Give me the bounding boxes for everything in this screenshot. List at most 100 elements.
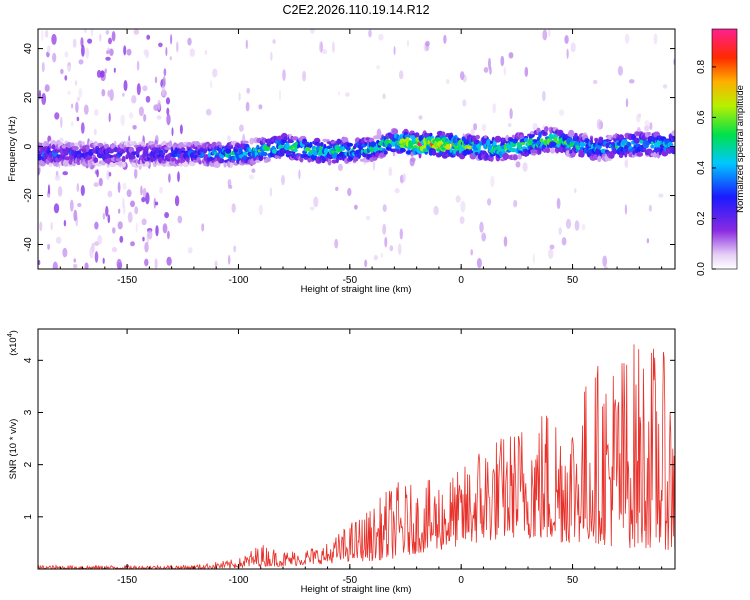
spectrogram-noise-cell [132,125,137,130]
spectrogram-ridge-cell [595,147,601,156]
spectrogram-noise-cell [135,222,138,233]
spectrogram-noise-cell [258,104,263,110]
spectrogram-noise-cell [258,204,263,216]
spectrogram-noise-cell [156,115,162,120]
spectrogram-noise-cell [382,204,387,213]
spectrogram-noise-cell [532,253,535,264]
spectrogram-ridge-cell [38,153,42,161]
spectrogram-noise-cell [402,173,406,183]
spectrogram-ridge-cell [429,132,433,137]
snr-x-axis-title: Height of straight line (km) [301,584,412,595]
spectrogram-noise-cell [166,113,171,126]
spectrogram-noise-cell [105,30,110,35]
spectrogram-y-tick-label: 0 [23,143,34,149]
spectrogram-noise-cell [500,55,505,67]
spectrogram-noise-cell [155,201,159,206]
spectrogram-noise-cell [364,259,368,268]
spectrogram-ridge-cell [81,141,85,147]
spectrogram-noise-cell [389,245,394,252]
spectrogram-ridge-cell [378,147,384,151]
spectrogram-noise-cell [143,114,147,122]
spectrogram-ridge-cell [424,133,431,137]
spectrogram-noise-cell [460,71,465,81]
snr-y-tick-label: 1 [23,514,34,520]
spectrogram-ridge-cell [48,162,53,167]
spectrogram-noise-cell [574,188,577,194]
spectrogram-ridge-cell [115,158,123,162]
spectrogram-noise-cell [143,49,149,56]
spectrogram-noise-cell [75,101,79,114]
spectrogram-noise-cell [111,31,116,42]
spectrogram-noise-cell [646,238,650,244]
spectrogram-noise-cell [91,29,94,37]
spectrogram-noise-cell [163,90,167,97]
spectrogram-noise-cell [47,45,51,53]
spectrogram-noise-cell [94,241,99,247]
spectrogram-x-tick-label: 0 [458,275,464,286]
spectrogram-noise-cell [373,254,378,261]
spectrogram-ridge-cell [180,147,186,151]
spectrogram-noise-cell [245,101,250,112]
spectrogram-ridge-cell [373,135,380,140]
spectrogram-ridge-cell [54,162,59,166]
spectrogram-noise-cell [270,51,273,61]
spectrogram-noise-cell [102,212,106,220]
spectrogram-ridge-cell [597,155,602,163]
colorbar-tick-label: 0.6 [696,110,707,124]
spectrogram-noise-cell [146,34,151,40]
spectrogram-noise-cell [165,97,171,105]
snr-x-tick-label: 0 [458,575,464,586]
spectrogram-noise-cell [104,68,107,74]
spectrogram-noise-cell [282,69,286,81]
spectrogram-noise-cell [166,256,172,266]
spectrogram-noise-cell [378,33,384,41]
spectrogram-ridge-cell [523,137,529,143]
spectrogram-noise-cell [93,109,99,116]
spectrogram-ridge-cell [399,147,406,153]
spectrogram-ridge-cell [648,135,653,140]
spectrogram-noise-cell [145,95,151,103]
spectrogram-ridge-cell [383,150,388,155]
spectrogram-noise-cell [481,232,487,242]
spectrogram-ridge-cell [266,158,271,162]
spectrogram-ridge-cell [511,134,516,139]
spectrogram-noise-cell [644,125,650,132]
spectrogram-ridge-cell [304,146,311,152]
spectrogram-ridge-cell [538,131,542,139]
snr-y-tick-label: 4 [23,357,34,363]
spectrogram-noise-cell [227,135,231,142]
spectrogram-noise-cell [337,163,343,171]
spectrogram-ridge-cell [423,137,427,145]
snr-plot: -150 -100 -50 0 50 1 2 3 4 Height of straight li… [7,328,676,595]
colorbar-tick-label: 0.4 [696,161,707,175]
spectrogram-noise-cell [122,182,127,190]
spectrogram-noise-cell [399,70,404,80]
spectrogram-noise-cell [109,88,114,101]
spectrogram-frame [37,28,676,270]
spectrogram-noise-cell [542,29,548,41]
spectrogram-noise-cell [127,211,133,223]
spectrogram-noise-cell [97,235,103,245]
spectrogram-noise-cell [399,228,403,240]
spectrogram-noise-cell [101,89,106,97]
colorbar-ticks: 0.0 0.2 0.4 0.6 0.8 [696,60,716,276]
spectrogram-ridge-cell [577,146,581,151]
spectrogram-noise-cell [433,205,439,216]
spectrogram-noise-cell [332,41,335,54]
spectrogram-noise-cell [470,128,475,137]
spectrogram-ridge-cell [327,158,332,166]
spectrogram-noise-cell [134,206,139,215]
spectrogram-y-tick-label: -40 [23,237,34,252]
spectrogram-noise-cell [556,197,561,210]
spectrogram-noise-cell [228,254,231,265]
spectrogram-ridge-cell [636,151,644,157]
spectrogram-noise-cell [313,196,319,208]
spectrogram-noise-cell [581,223,586,231]
spectrogram-ridge-cell [346,142,354,147]
spectrogram-ridge-cell [391,128,399,136]
spectrogram-noise-cell [628,79,635,84]
snr-y-tick-label: 2 [23,461,34,467]
spectrogram-ridge-cell [670,147,675,155]
spectrogram-ridge-cell [485,153,489,159]
spectrogram-noise-cell [63,219,67,227]
